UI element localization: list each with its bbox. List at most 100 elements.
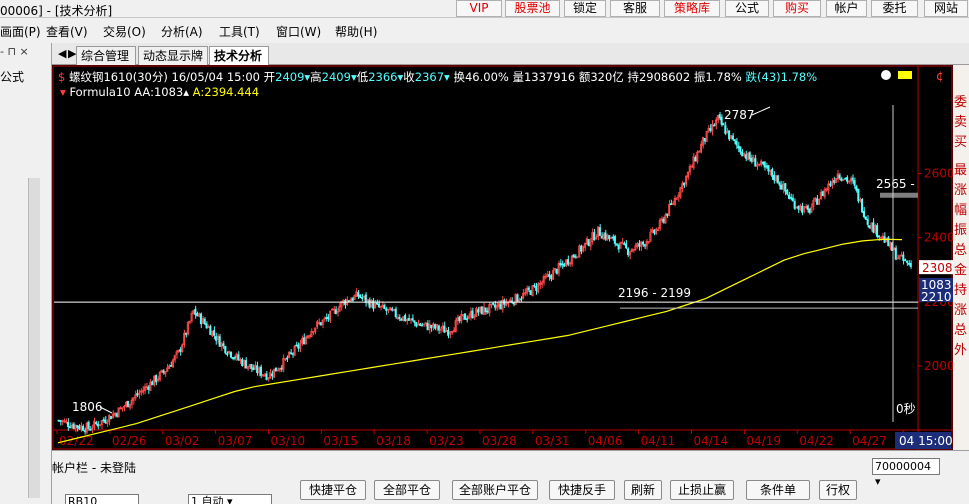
price-chart[interactable]: 200022002400260002/2202/2603/0203/0703/1… [52,65,969,450]
candle-body [95,421,98,425]
high-pointer [751,106,771,116]
candle-body [619,241,622,249]
trade-button-2[interactable]: 全部账户平仓 [452,480,538,500]
candle-body [441,325,444,329]
candle-body [711,123,714,132]
candle-body [347,300,350,303]
candle-body [334,309,337,315]
candle-body [859,199,862,201]
candle-body [643,244,646,247]
candle-body [340,301,343,308]
candle-body [123,406,126,408]
menu-item-6[interactable]: 帮助(H) [335,25,378,39]
candle-body [284,358,287,361]
candle-body [787,194,791,199]
trade-button-7[interactable]: 行权 [819,480,857,500]
candle-body [825,188,828,191]
candle-body [301,338,304,344]
toolbar-button-8[interactable]: 委托 [871,0,918,17]
toolbar-button-1[interactable]: 股票池 [505,0,560,17]
candle-body [671,203,674,205]
candle-body [357,292,360,297]
candle-body [173,355,176,361]
panel-scrollbar[interactable] [28,178,40,498]
quote-part-3: 2409▾ [275,70,310,84]
y-tick-label-2: 2400 [924,231,953,245]
candle-body [538,282,541,286]
candle-body [263,374,266,377]
tab-2[interactable]: 技术分析 [209,46,269,65]
candle-body [407,318,410,321]
candle-body [186,322,189,335]
menu-item-3[interactable]: 分析(A) [161,25,203,39]
menu-item-0[interactable]: 画面(P) [0,25,41,39]
candle-body [250,363,253,369]
candle-body [287,351,291,359]
menu-item-4[interactable]: 工具(T) [219,25,260,39]
candle-body [417,323,420,326]
account-select[interactable]: 70000004 ▾ [872,458,940,488]
trade-button-3[interactable]: 快捷反手 [549,480,615,500]
candle-body [591,232,594,242]
candle-body [780,184,783,190]
candle-body [634,245,637,251]
candle-body [396,317,399,319]
candle-body [857,188,860,202]
trade-button-1[interactable]: 全部平仓 [374,480,440,500]
chart-canvas[interactable]: 200022002400260002/2202/2603/0203/0703/1… [52,65,953,450]
candle-body [80,425,83,430]
candle-body [96,423,100,427]
trade-button-6[interactable]: 条件单 [746,480,810,500]
toolbar-button-2[interactable]: 锁定 [564,0,606,17]
candle-body [126,400,129,408]
candle-body [802,206,806,212]
tab-1[interactable]: 动态显示牌 [138,46,208,65]
candle-body [842,179,845,181]
quote-part-7: 2366▾ [368,70,403,84]
candle-body [890,242,894,251]
toolbar-button-9[interactable]: 网站 [924,0,968,17]
candle-body [581,245,585,252]
candle-body [463,313,467,320]
candle-body [896,257,899,260]
toolbar-button-5[interactable]: 公式 [725,0,769,17]
menu-item-1[interactable]: 查看(V) [46,25,88,39]
candle-body [686,171,689,178]
toolbar-button-3[interactable]: 客服 [610,0,660,17]
candle-body [829,183,832,186]
candle-body [59,420,62,422]
candle-body [756,164,759,167]
menu-item-2[interactable]: 交易(O) [103,25,146,39]
sidebar-label-12: 总 [954,323,968,338]
toolbar-button-6[interactable]: 购买 [773,0,821,17]
candle-body [846,177,849,182]
trade-button-4[interactable]: 刷新 [624,480,662,500]
formula-label[interactable]: 公式 [0,70,25,84]
candle-body [817,198,821,205]
tab-0[interactable]: 综合管理 [76,46,136,65]
candle-body [823,189,826,197]
candle-body [74,424,77,430]
candle-body [493,304,497,308]
candle-body [492,302,495,305]
tab-next-icon[interactable]: ▶ [68,47,77,60]
formula-part-3: A:2394.444 [193,85,259,99]
tab-prev-icon[interactable]: ◀ [58,47,67,60]
candle-body [355,291,358,297]
candle-body [694,157,697,162]
toolbar-button-7[interactable]: 帐户 [826,0,867,17]
toolbar-button-0[interactable]: VIP [456,0,502,17]
candle-body [881,235,884,239]
panel-controls[interactable]: - ⊓ × [0,45,29,58]
candle-body [784,183,787,192]
contract-code-input[interactable]: RB10 [65,494,139,504]
candle-body [332,308,335,311]
menu-item-5[interactable]: 窗口(W) [276,25,322,39]
candle-body [793,201,796,209]
toolbar-button-4[interactable]: 策略库 [664,0,720,17]
candle-body [814,197,817,201]
trade-button-0[interactable]: 快捷平仓 [300,480,366,500]
trade-button-5[interactable]: 止损止赢 [670,480,734,500]
order-mode-select[interactable]: 1 自动 ▾ [188,494,272,504]
candle-body [160,369,163,373]
